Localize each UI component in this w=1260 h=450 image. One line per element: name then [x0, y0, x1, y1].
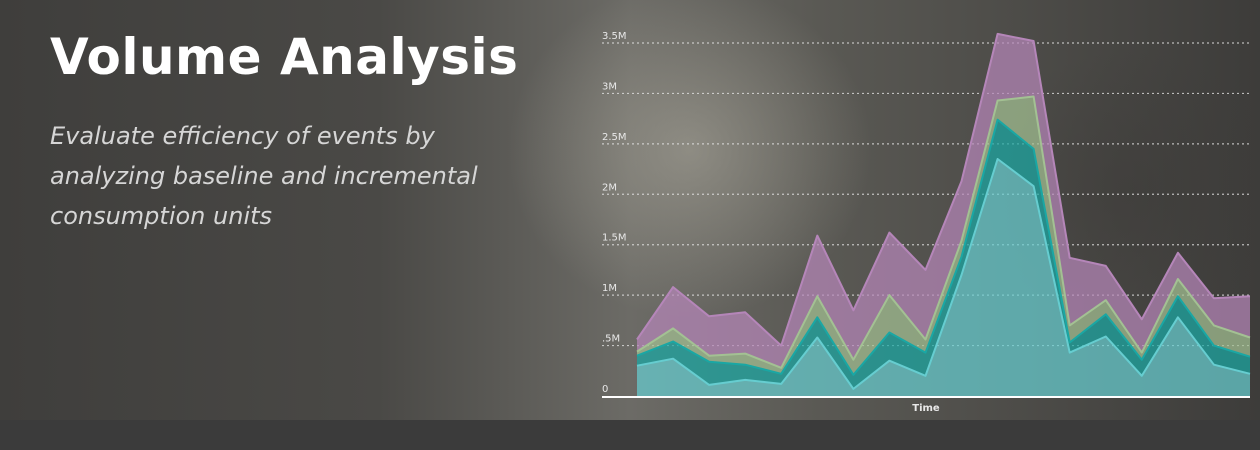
- series-line-2: [636, 118, 1251, 376]
- y-tick-label: 0: [602, 384, 608, 395]
- area-series-1: [637, 159, 1250, 396]
- bottom-bar: [0, 420, 1260, 450]
- y-tick-labels: 0 .5M 1M 1.5M 2M 2.5M 3M 3.5M: [602, 31, 627, 395]
- area-series-4: [637, 33, 1250, 368]
- series-line-3: [636, 95, 1251, 369]
- y-tick-label: 1M: [602, 283, 617, 294]
- page-title: Volume Analysis: [50, 28, 519, 86]
- series-line-4: [636, 32, 1251, 347]
- y-tick-label: .5M: [602, 334, 620, 345]
- area-series-group: [636, 32, 1251, 396]
- y-tick-label: 2M: [602, 182, 617, 193]
- volume-area-chart: 0 .5M 1M 1.5M 2M 2.5M 3M 3.5M Time: [602, 31, 1251, 414]
- y-tick-label: 3M: [602, 81, 617, 92]
- y-tick-label: 1.5M: [602, 233, 627, 244]
- x-axis-label: Time: [912, 403, 940, 414]
- page-subtitle: Evaluate efficiency of events by analyzi…: [50, 122, 478, 230]
- y-tick-label: 3.5M: [602, 31, 627, 42]
- y-tick-label: 2.5M: [602, 132, 627, 143]
- series-line-1: [636, 158, 1251, 390]
